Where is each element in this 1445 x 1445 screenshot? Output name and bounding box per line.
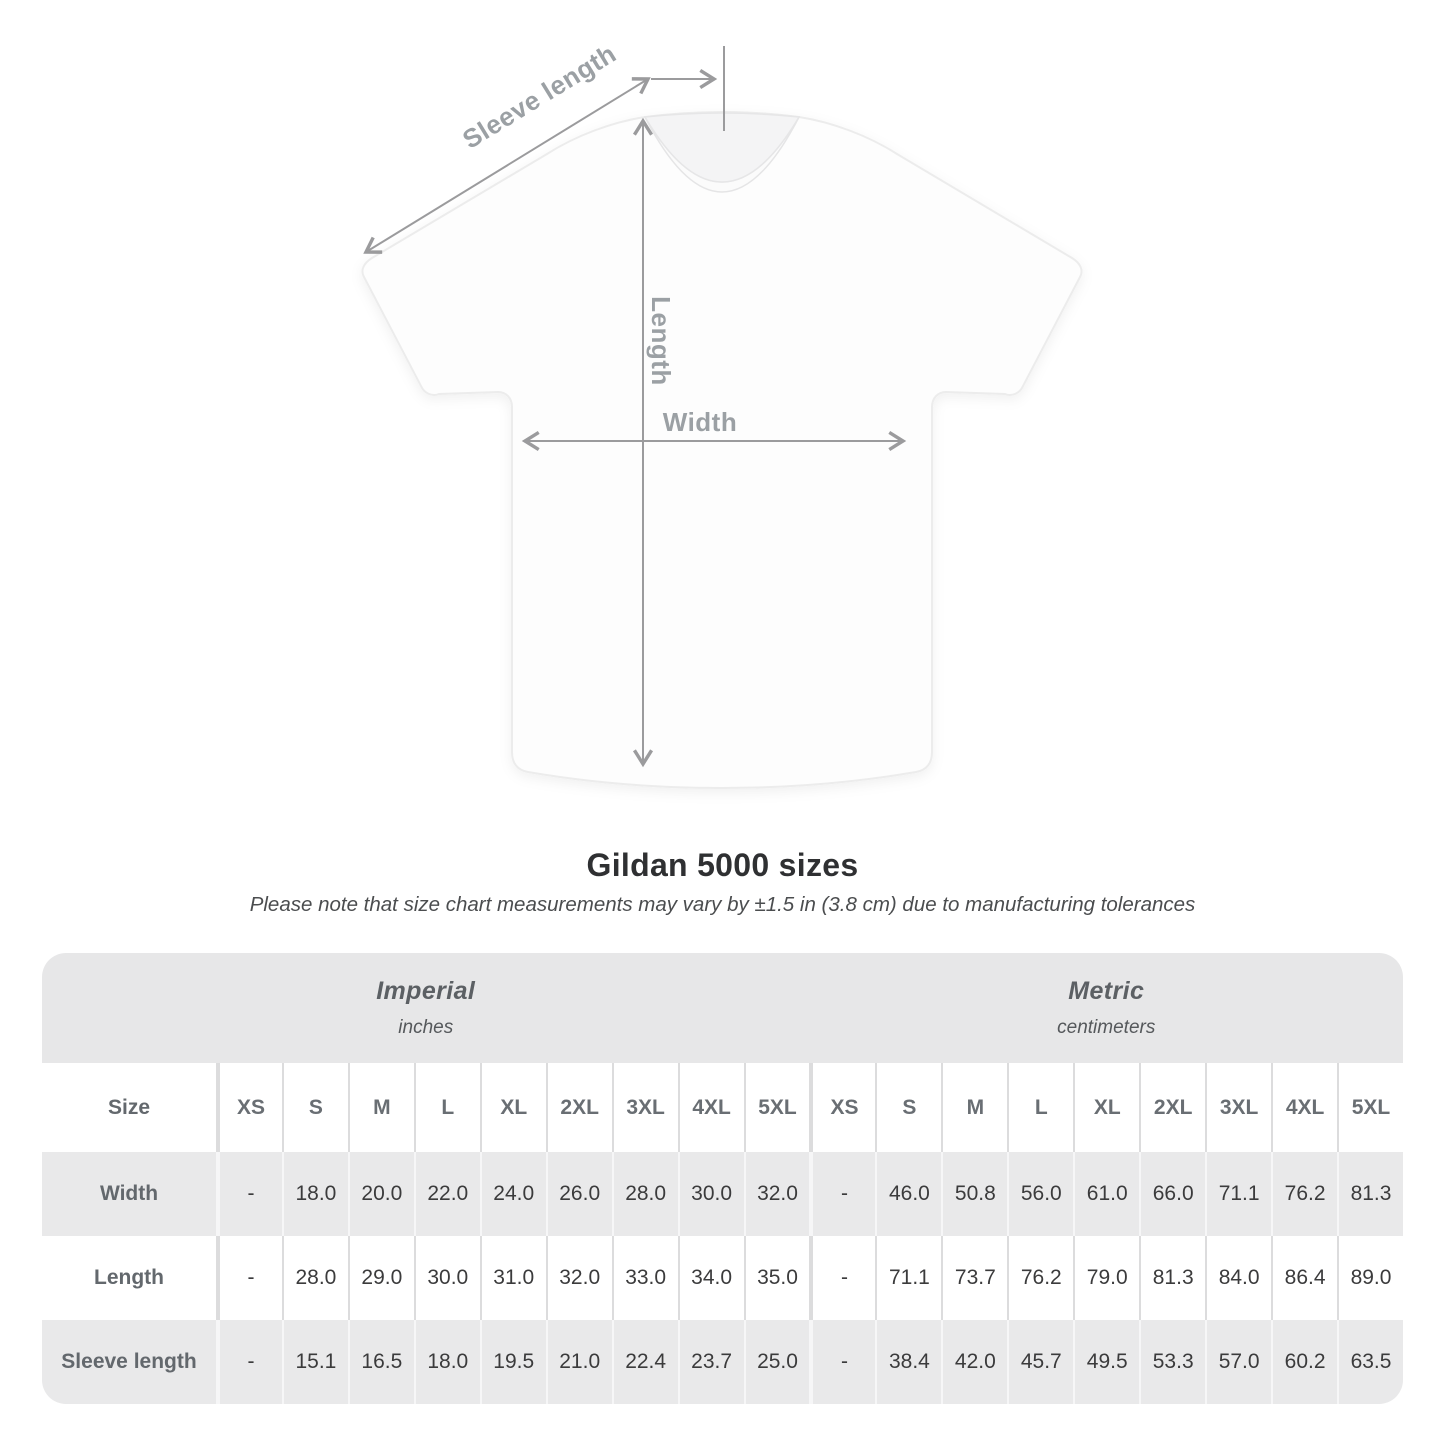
table-cell: 57.0: [1205, 1320, 1271, 1404]
length-label: Length: [646, 296, 676, 386]
table-cell: 23.7: [677, 1320, 744, 1404]
table-cell: 38.4: [875, 1320, 941, 1404]
table-cell: 16.5: [347, 1320, 414, 1404]
metric-header: Metric centimeters: [810, 953, 1404, 1063]
metric-unit: centimeters: [1057, 1017, 1156, 1038]
size-corner-label: Size: [107, 1095, 151, 1119]
table-cell: 28.0: [611, 1152, 678, 1236]
table-cell: 15.1: [281, 1320, 348, 1404]
table-cell: 63.5: [1337, 1320, 1403, 1404]
table-cell: 86.4: [1271, 1236, 1337, 1320]
size-header-cell: M: [347, 1063, 414, 1152]
table-cell: 18.0: [281, 1152, 348, 1236]
row-label: Length: [94, 1266, 164, 1289]
unit-header-row: Imperial inches Metric centimeters: [42, 953, 1403, 1063]
imperial-unit: inches: [398, 1017, 454, 1038]
tolerance-note: Please note that size chart measurements…: [249, 893, 1196, 916]
table-cell: -: [809, 1320, 875, 1404]
size-header-cell: 4XL: [1271, 1063, 1337, 1152]
table-cell: 42.0: [941, 1320, 1007, 1404]
table-cell: 25.0: [743, 1320, 810, 1404]
size-header-cell: L: [1007, 1063, 1073, 1152]
size-header-cell: XL: [479, 1063, 546, 1152]
row-label: Sleeve length: [61, 1350, 197, 1373]
table-cell: 49.5: [1073, 1320, 1139, 1404]
table-cell: 19.5: [479, 1320, 546, 1404]
table-cell: 32.0: [545, 1236, 612, 1320]
table-cell: 30.0: [677, 1152, 744, 1236]
row-label: Width: [99, 1182, 159, 1205]
size-header-cell: XS: [809, 1063, 875, 1152]
table-cell: 35.0: [743, 1236, 810, 1320]
size-header-row: Size XS S M L XL 2XL 3XL 4XL 5XL XS S M L XL 2XL 3XL 4X…: [42, 1063, 1403, 1152]
size-header-cell: S: [875, 1063, 941, 1152]
table-cell: 22.4: [611, 1320, 678, 1404]
size-header-cell: 2XL: [1139, 1063, 1205, 1152]
table-cell: 89.0: [1337, 1236, 1403, 1320]
table-cell: 71.1: [875, 1236, 941, 1320]
table-cell: -: [809, 1152, 875, 1236]
title-block: Gildan 5000 sizes Please note that size …: [0, 846, 1445, 918]
size-chart-table: Imperial inches Metric centimeters Size …: [42, 953, 1403, 1404]
table-cell: 53.3: [1139, 1320, 1205, 1404]
width-label: Width: [663, 407, 737, 437]
table-cell: 66.0: [1139, 1152, 1205, 1236]
size-header-cell: 5XL: [743, 1063, 810, 1152]
size-header-cell: S: [281, 1063, 348, 1152]
table-cell: 22.0: [413, 1152, 480, 1236]
table-cell: 50.8: [941, 1152, 1007, 1236]
table-cell: 76.2: [1271, 1152, 1337, 1236]
size-header-cell: XL: [1073, 1063, 1139, 1152]
table-cell: 32.0: [743, 1152, 810, 1236]
table-cell: 60.2: [1271, 1320, 1337, 1404]
table-cell: 84.0: [1205, 1236, 1271, 1320]
table-cell: -: [216, 1236, 282, 1320]
size-header-cell: 4XL: [677, 1063, 744, 1152]
tshirt-body: [361, 111, 1083, 790]
tshirt-measurement-diagram: Sleeve length Length Width: [361, 38, 1083, 790]
table-cell: -: [216, 1152, 282, 1236]
table-cell: 33.0: [611, 1236, 678, 1320]
table-cell: 30.0: [413, 1236, 480, 1320]
size-header-cell: 5XL: [1337, 1063, 1403, 1152]
table-cell: 34.0: [677, 1236, 744, 1320]
page-title: Gildan 5000 sizes: [586, 847, 859, 883]
table-cell: 31.0: [479, 1236, 546, 1320]
table-cell: 71.1: [1205, 1152, 1271, 1236]
table-cell: -: [809, 1236, 875, 1320]
table-row-width: Width -18.0 20.0 22.0 24.0 26.0 28.0 30.0 32.0 …: [42, 1152, 1403, 1236]
table-cell: 20.0: [347, 1152, 414, 1236]
table-cell: 24.0: [479, 1152, 546, 1236]
table-cell: 26.0: [545, 1152, 612, 1236]
table-cell: 45.7: [1007, 1320, 1073, 1404]
imperial-header: Imperial inches: [42, 953, 810, 1063]
table-cell: 61.0: [1073, 1152, 1139, 1236]
metric-title: Metric: [1068, 977, 1145, 1005]
size-header-cell: 3XL: [1205, 1063, 1271, 1152]
table-cell: 81.3: [1337, 1152, 1403, 1236]
table-cell: 29.0: [347, 1236, 414, 1320]
table-cell: 81.3: [1139, 1236, 1205, 1320]
table-cell: 18.0: [413, 1320, 480, 1404]
table-cell: -: [216, 1320, 282, 1404]
table-row-sleeve-length: Sleeve length -15.1 16.5 18.0 19.5 21.0 22.4 2…: [42, 1320, 1403, 1404]
table-cell: 56.0: [1007, 1152, 1073, 1236]
table-cell: 79.0: [1073, 1236, 1139, 1320]
tshirt-collar-opening: [643, 112, 801, 183]
table-row-length: Length -28.0 29.0 30.0 31.0 32.0 33.0 34.0 35.0…: [42, 1236, 1403, 1320]
table-cell: 76.2: [1007, 1236, 1073, 1320]
size-header-cell: M: [941, 1063, 1007, 1152]
imperial-title: Imperial: [376, 977, 476, 1005]
sleeve-length-arrow: [363, 77, 651, 254]
size-header-cell: XS: [216, 1063, 282, 1152]
table-cell: 28.0: [281, 1236, 348, 1320]
table-cell: 21.0: [545, 1320, 612, 1404]
size-header-cell: 3XL: [611, 1063, 678, 1152]
table-cell: 73.7: [941, 1236, 1007, 1320]
table-cell: 46.0: [875, 1152, 941, 1236]
size-header-cell: L: [413, 1063, 480, 1152]
size-header-cell: 2XL: [545, 1063, 612, 1152]
tshirt-graphic: [361, 111, 1083, 790]
